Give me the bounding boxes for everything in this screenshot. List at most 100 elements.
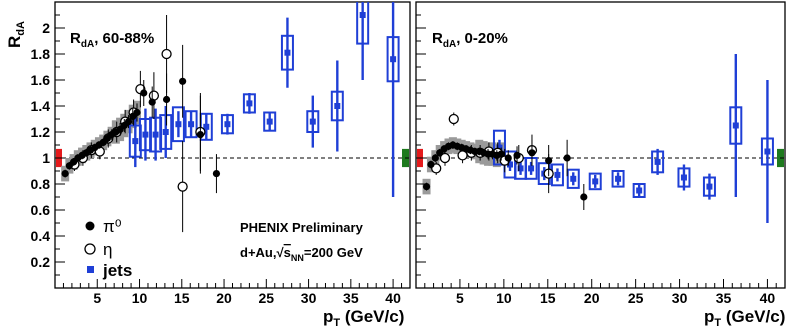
- left-jet-point: [246, 100, 253, 107]
- left-pi0-point: [179, 77, 187, 85]
- left-jet-point: [334, 103, 341, 109]
- y-tick-label: 1.4: [31, 98, 51, 114]
- left-pi0-point: [61, 170, 69, 178]
- left-xtick-label: 30: [301, 290, 317, 306]
- y-tick-label: 1.6: [31, 72, 51, 88]
- left-pi0-point: [212, 170, 221, 178]
- left-panel-label: RdA, 60-88%: [70, 30, 154, 50]
- y-axis-title: RdA: [5, 21, 27, 48]
- left-jet-sys-box: [330, 90, 344, 122]
- right-jet-point: [680, 174, 687, 181]
- left-xtick-label: 15: [174, 290, 190, 306]
- right-pi0-point: [580, 193, 588, 201]
- left-xtick-label: 5: [93, 290, 101, 306]
- left-jet-point: [132, 138, 139, 145]
- right-xtick-label: 40: [760, 290, 776, 306]
- right-pi0-point: [513, 151, 521, 159]
- left-jet-sys-box: [242, 93, 256, 114]
- legend-eta-marker: [84, 243, 96, 255]
- right-jet-sys-box: [729, 106, 743, 145]
- y-axis-title-main: R: [5, 36, 24, 48]
- right-jet-sys-box: [632, 183, 646, 198]
- right-xtick-label: 30: [672, 290, 688, 306]
- legend-jets-marker: [87, 266, 94, 273]
- left-jet-point: [162, 129, 169, 135]
- legend-jets-label: jets: [102, 261, 132, 280]
- left-jet-sys-box: [306, 110, 320, 133]
- annotation-line1: PHENIX Preliminary: [240, 220, 364, 235]
- right-jet-sys-box: [492, 129, 506, 166]
- right-pi0-point: [427, 160, 435, 169]
- left-jet-sys-box: [280, 34, 294, 71]
- left-xtick-label: 40: [385, 290, 401, 306]
- right-pi0-point: [563, 154, 571, 162]
- left-jet-sys-box: [184, 110, 198, 139]
- right-x-axis-title: pT (GeV/c): [704, 307, 785, 328]
- left-pi0-point: [140, 89, 148, 97]
- y-tick-label: 0.8: [31, 176, 51, 192]
- right-pi0-point: [497, 150, 505, 158]
- left-eta-point: [177, 181, 188, 192]
- right-jet-point: [554, 171, 561, 178]
- right-jet-sys-box: [702, 176, 716, 197]
- left-jet-sys-box: [386, 36, 400, 83]
- left-jet-point: [175, 121, 182, 128]
- right-xtick-label: 15: [540, 290, 556, 306]
- left-jet-point: [188, 121, 195, 128]
- right-jet-point: [517, 165, 524, 172]
- y-axis-title-sub: dA: [15, 21, 27, 36]
- annotation-line2: d+Au,√sNN=200 GeV: [240, 245, 363, 263]
- left-jet-point: [359, 12, 366, 18]
- left-jet-point: [309, 118, 316, 125]
- right-jet-point: [764, 148, 771, 155]
- left-jet-point: [142, 131, 149, 138]
- left-axes: 5 10 15 20 25 30 35 40 0.2 0.4 0.6 0.8 1 1.2 1.4 1.6 1.8…: [31, 1, 403, 306]
- y-tick-label: 1.2: [31, 124, 51, 140]
- right-pi0-point: [528, 149, 536, 157]
- right-jet-point: [507, 161, 514, 168]
- right-jet-point: [636, 187, 643, 194]
- annotation-sqrt-var: s: [284, 245, 291, 260]
- legend-pi0-marker: [85, 221, 95, 231]
- left-jet-point: [224, 121, 231, 128]
- right-jet-point: [570, 175, 577, 182]
- right-jet-point: [706, 183, 713, 190]
- right-xtick-label: 35: [716, 290, 732, 306]
- y-tick-label: 0.6: [31, 202, 51, 218]
- right-xtick-label: 20: [584, 290, 600, 306]
- right-axes: 5 10 15 20 25 30 35 40: [416, 1, 777, 306]
- y-tick-label: 0.2: [31, 254, 51, 270]
- annotation-sub: NN: [291, 253, 304, 263]
- annotation-prefix: d+Au,: [240, 245, 276, 260]
- left-xtick-label: 35: [343, 290, 359, 306]
- left-xtick-label: 20: [216, 290, 232, 306]
- right-plot-area: [416, 54, 785, 223]
- right-pi0-point: [422, 183, 431, 191]
- left-jet-sys-box: [220, 114, 234, 135]
- annotation-line2-text: d+Au,√sNN=200 GeV: [240, 245, 363, 263]
- right-xtick-label: 10: [496, 290, 512, 306]
- right-jet-sys-box: [760, 137, 774, 166]
- left-pi0-point: [124, 118, 133, 126]
- right-jet-sys-box: [524, 157, 538, 180]
- y-tick-label: 2: [42, 20, 50, 36]
- annotation-suffix: =200 GeV: [304, 245, 363, 260]
- right-jet-point: [654, 158, 661, 165]
- legend-pi0-label: π⁰: [103, 217, 122, 236]
- right-pi0-point: [431, 154, 439, 162]
- right-jet-sys-box: [651, 150, 665, 174]
- right-jet-point: [592, 178, 599, 185]
- left-jet-sys-box: [159, 114, 173, 150]
- left-jet-sys-box: [263, 111, 277, 132]
- right-panel-label: RdA, 0-20%: [432, 30, 508, 50]
- left-jet-sys-box: [171, 106, 185, 143]
- left-jet-sys-box: [356, 2, 370, 45]
- left-eta-point: [148, 90, 160, 101]
- left-jet-point: [284, 49, 291, 56]
- sqrt-sign: √: [276, 245, 284, 260]
- right-jet-sys-box: [588, 172, 602, 191]
- left-pi0-point: [133, 108, 141, 117]
- legend-eta-label: η: [103, 240, 112, 259]
